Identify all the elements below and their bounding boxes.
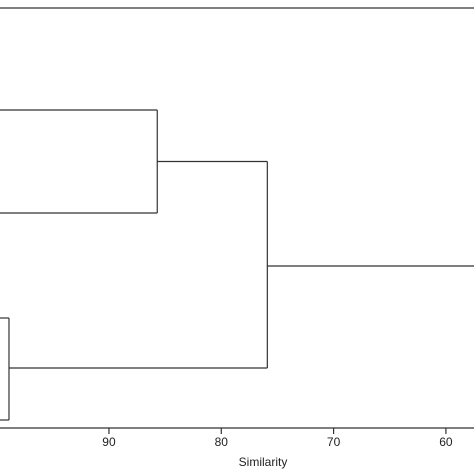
x-tick-label: 80 [215, 435, 229, 449]
x-tick-label: 90 [102, 435, 116, 449]
x-tick-label: 70 [327, 435, 341, 449]
x-tick-label: 60 [439, 435, 453, 449]
branches-group [0, 109, 474, 421]
ticks-group: 90 80 70 60 [102, 428, 453, 449]
x-axis-title: Similarity [239, 455, 288, 469]
